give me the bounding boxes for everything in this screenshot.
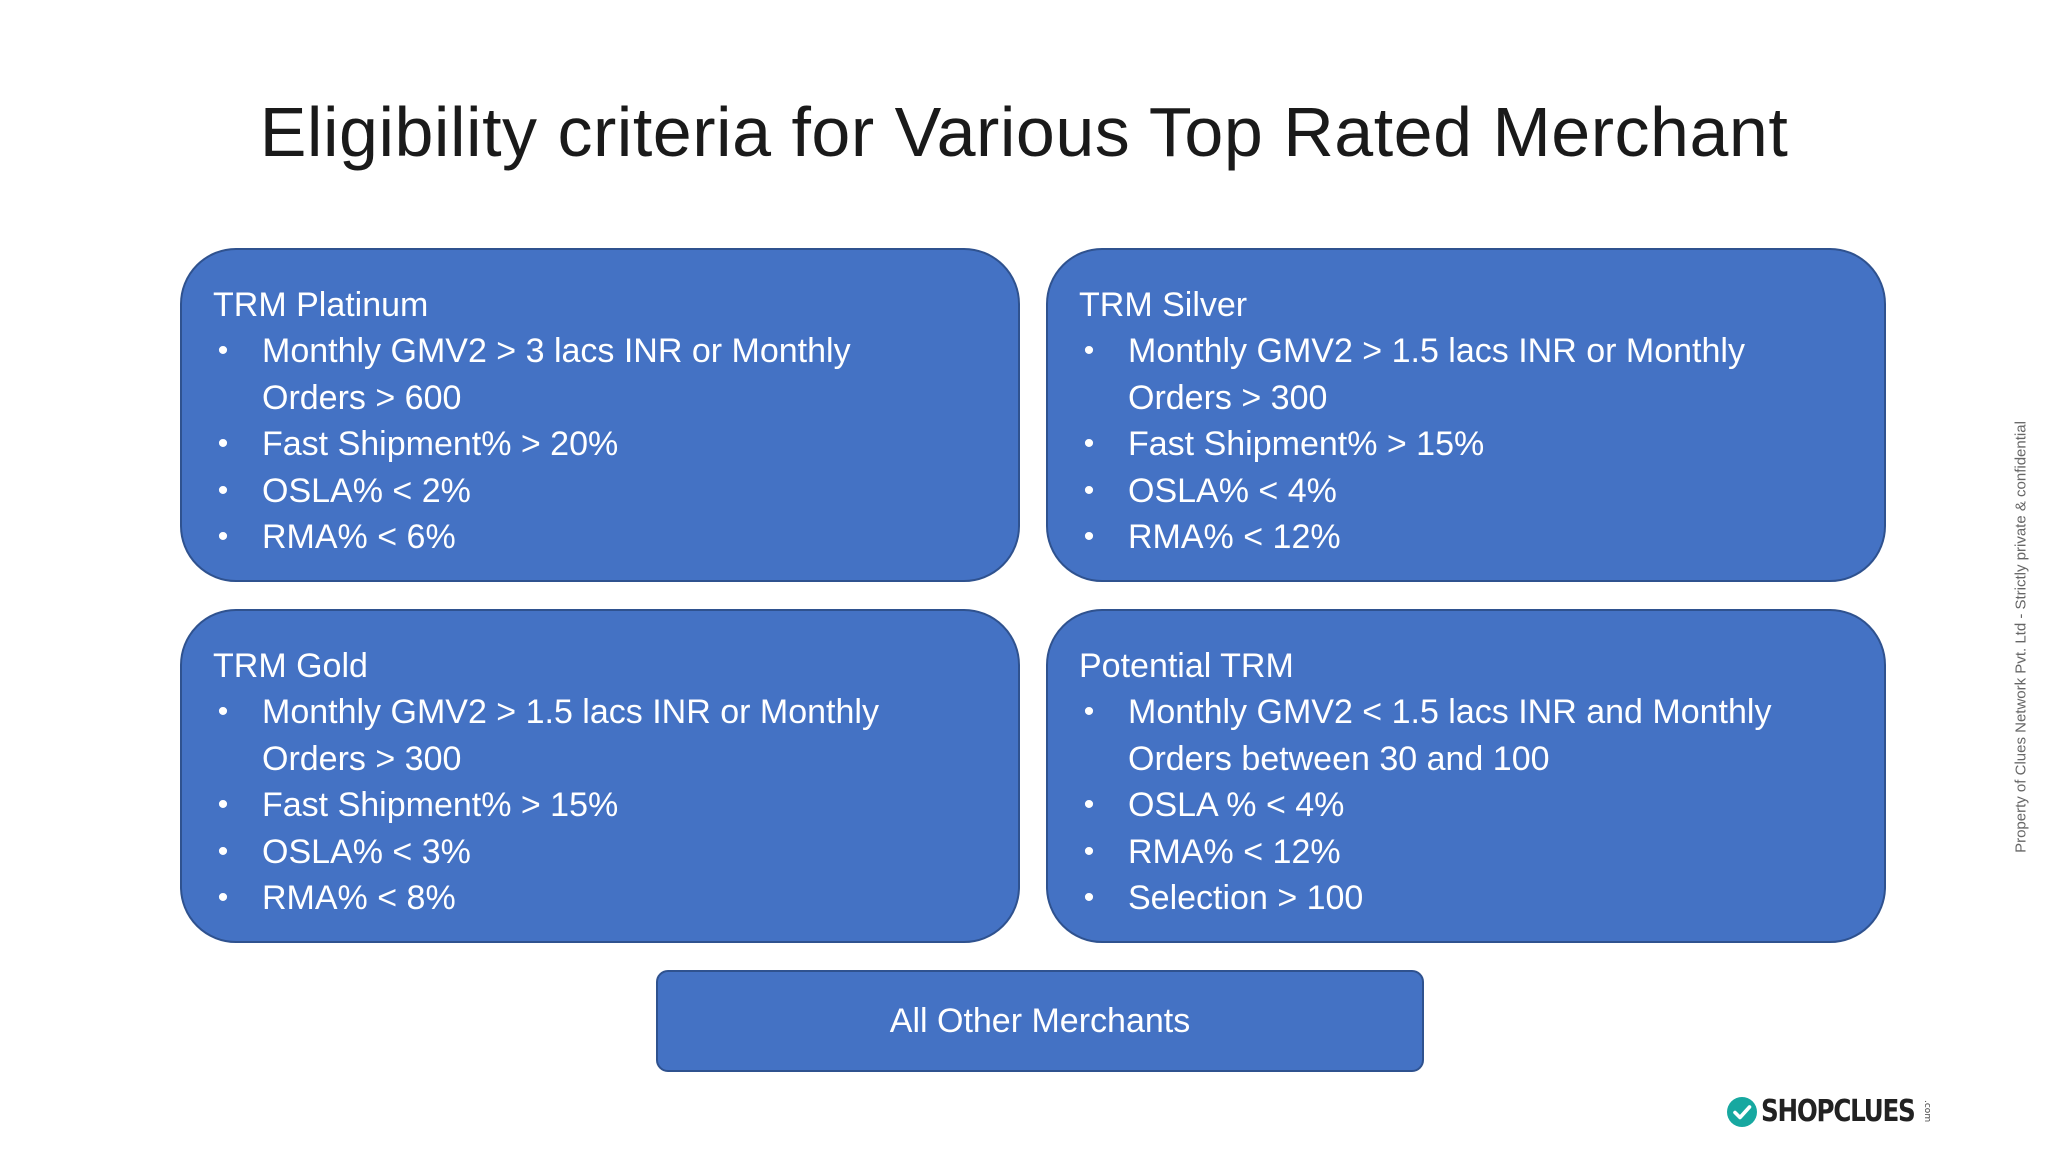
card-title: TRM Platinum	[213, 286, 429, 324]
criteria-list: • Monthly GMV2 > 1.5 lacs INR or Monthly O…	[1079, 328, 1854, 561]
bullet-icon: •	[217, 427, 229, 460]
criteria-item: • OSLA % < 4%	[1079, 782, 1854, 829]
bullet-icon: •	[1083, 695, 1095, 728]
criteria-item: • Fast Shipment% > 20%	[213, 421, 988, 468]
bullet-icon: •	[1083, 520, 1095, 553]
bullet-icon: •	[1083, 427, 1095, 460]
logo-suffix: .com	[1922, 1100, 1933, 1123]
criteria-item: • OSLA% < 4%	[1079, 468, 1854, 515]
criteria-item: • RMA% < 8%	[213, 875, 988, 922]
logo-text: SHOPCLUES	[1761, 1094, 1916, 1129]
bullet-icon: •	[217, 334, 229, 367]
bullet-icon: •	[217, 473, 229, 507]
card-trm-platinum: TRM Platinum • Monthly GMV2 > 3 lacs INR …	[180, 248, 1020, 582]
criteria-item: • RMA% < 12%	[1079, 829, 1854, 876]
bullet-icon: •	[217, 881, 229, 914]
criteria-item: • Selection > 100	[1079, 875, 1854, 922]
bullet-icon: •	[1083, 834, 1095, 868]
card-trm-gold: TRM Gold • Monthly GMV2 > 1.5 lacs INR or…	[180, 609, 1020, 943]
criteria-item: • Fast Shipment% > 15%	[213, 782, 988, 829]
criteria-list: • Monthly GMV2 > 1.5 lacs INR or Monthly O…	[213, 689, 988, 922]
bullet-icon: •	[1083, 881, 1095, 914]
bullet-icon: •	[217, 834, 229, 868]
card-title: TRM Gold	[213, 647, 368, 685]
shopclues-logo: SHOPCLUES .com	[1727, 1094, 1933, 1129]
criteria-item: • OSLA% < 2%	[213, 468, 988, 515]
slide-title: Eligibility criteria for Various Top Rat…	[259, 93, 1789, 171]
all-other-merchants-label: All Other Merchants	[889, 1001, 1191, 1040]
bullet-icon: •	[1083, 334, 1095, 367]
criteria-item: • RMA% < 12%	[1079, 514, 1854, 561]
criteria-item: • Monthly GMV2 > 1.5 lacs INR or Monthly O…	[1079, 328, 1854, 421]
bullet-icon: •	[1083, 788, 1095, 821]
card-trm-silver: TRM Silver • Monthly GMV2 > 1.5 lacs INR …	[1046, 248, 1886, 582]
criteria-list: • Monthly GMV2 > 3 lacs INR or Monthly Ord…	[213, 328, 988, 561]
criteria-item: • Monthly GMV2 > 3 lacs INR or Monthly Ord…	[213, 328, 988, 421]
criteria-item: • RMA% < 6%	[213, 514, 988, 561]
criteria-item: • Fast Shipment% > 15%	[1079, 421, 1854, 468]
check-circle-icon	[1727, 1096, 1757, 1127]
bullet-icon: •	[1083, 473, 1095, 507]
bullet-icon: •	[217, 788, 229, 821]
card-title: TRM Silver	[1079, 286, 1248, 324]
criteria-item: • Monthly GMV2 > 1.5 lacs INR or Monthly O…	[213, 689, 988, 782]
bullet-icon: •	[217, 520, 229, 553]
criteria-item: • OSLA% < 3%	[213, 829, 988, 876]
bullet-icon: •	[217, 695, 229, 728]
confidentiality-note: Property of Clues Network Pvt. Ltd - Str…	[2012, 421, 2030, 853]
card-potential-trm: Potential TRM • Monthly GMV2 < 1.5 lacs I…	[1046, 609, 1886, 943]
criteria-list: • Monthly GMV2 < 1.5 lacs INR and Monthly…	[1079, 689, 1854, 922]
card-title: Potential TRM	[1079, 647, 1294, 685]
criteria-item: • Monthly GMV2 < 1.5 lacs INR and Monthly…	[1079, 689, 1854, 782]
all-other-merchants-box: All Other Merchants	[656, 970, 1424, 1072]
